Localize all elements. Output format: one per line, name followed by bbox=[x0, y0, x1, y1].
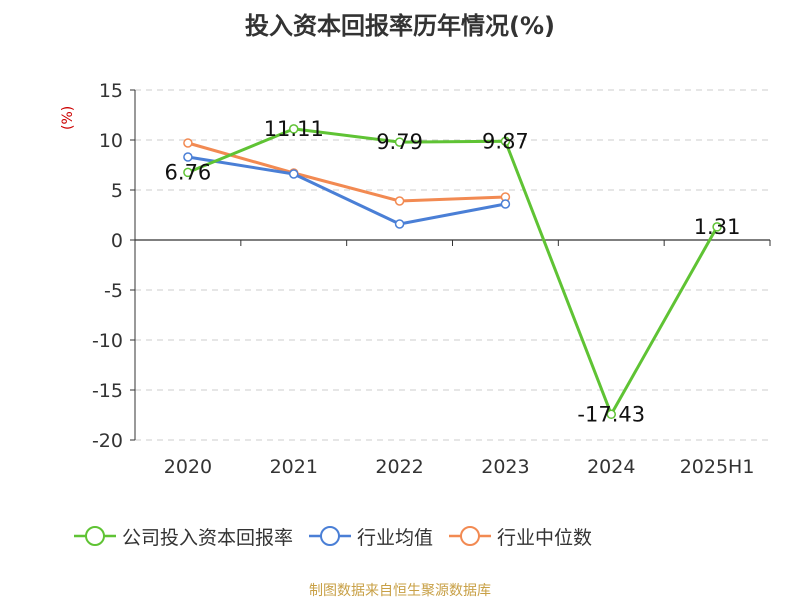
legend-swatch bbox=[309, 526, 352, 546]
y-tick-label: -10 bbox=[92, 330, 123, 352]
y-tick-label: 0 bbox=[111, 230, 123, 252]
data-label: 9.87 bbox=[482, 129, 529, 153]
y-tick-label: -5 bbox=[104, 280, 123, 302]
x-tick-label: 2023 bbox=[481, 456, 529, 478]
legend-item[interactable]: 行业中位数 bbox=[447, 523, 592, 550]
series-line bbox=[187, 155, 506, 226]
data-point bbox=[183, 152, 193, 162]
data-label: -17.43 bbox=[577, 402, 645, 426]
data-label: 11.11 bbox=[264, 117, 324, 141]
y-tick-label: -20 bbox=[92, 430, 123, 452]
legend-swatch bbox=[449, 526, 492, 546]
data-label: 9.79 bbox=[376, 130, 423, 154]
chart-title: 投入资本回报率历年情况(%) bbox=[245, 12, 555, 40]
legend-label: 行业均值 bbox=[357, 526, 434, 549]
legend: 公司投入资本回报率 行业均值 行业中位数 bbox=[72, 521, 606, 551]
data-point bbox=[289, 169, 299, 179]
data-point bbox=[183, 138, 193, 148]
data-label: 1.31 bbox=[694, 215, 741, 239]
x-tick-label: 2024 bbox=[587, 456, 635, 478]
data-point bbox=[289, 124, 299, 134]
y-tick-label: 5 bbox=[111, 180, 123, 202]
legend-swatch bbox=[74, 526, 116, 546]
data-point bbox=[183, 167, 193, 178]
y-tick-label: -15 bbox=[92, 380, 123, 402]
legend-label: 公司投入资本回报率 bbox=[122, 526, 294, 549]
data-point bbox=[394, 137, 405, 147]
series-line bbox=[187, 141, 506, 203]
x-tick-label: 2020 bbox=[164, 456, 212, 478]
series-line bbox=[187, 127, 719, 416]
data-point bbox=[500, 199, 511, 209]
x-tick-label: 2025H1 bbox=[680, 456, 755, 478]
data-point bbox=[712, 222, 722, 232]
data-label: 6.76 bbox=[165, 160, 212, 184]
data-point bbox=[394, 196, 405, 206]
legend-label: 行业中位数 bbox=[497, 526, 593, 549]
data-point bbox=[606, 409, 616, 420]
y-tick-label: 10 bbox=[99, 130, 123, 152]
x-tick-label: 2021 bbox=[270, 456, 318, 478]
legend-item[interactable]: 公司投入资本回报率 bbox=[72, 523, 293, 550]
legend-item[interactable]: 行业均值 bbox=[307, 523, 433, 550]
y-tick-label: 15 bbox=[99, 80, 123, 102]
x-tick-label: 2022 bbox=[375, 456, 423, 478]
data-point bbox=[500, 136, 511, 147]
data-point bbox=[394, 219, 405, 229]
source-note: 制图数据来自恒生聚源数据库 bbox=[309, 583, 491, 599]
